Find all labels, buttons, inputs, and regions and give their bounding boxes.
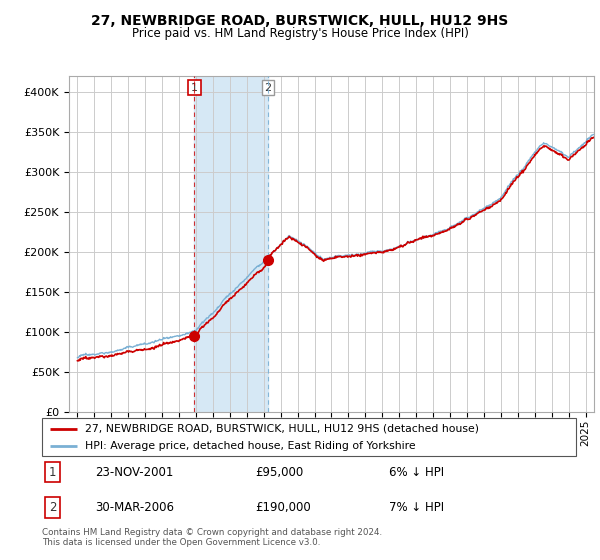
Text: 1: 1 <box>49 465 56 479</box>
Text: 2: 2 <box>49 501 56 514</box>
Text: Contains HM Land Registry data © Crown copyright and database right 2024.
This d: Contains HM Land Registry data © Crown c… <box>42 528 382 547</box>
Text: 2: 2 <box>265 83 272 92</box>
Text: 1: 1 <box>191 83 198 92</box>
Bar <box>194 76 268 412</box>
Text: 6% ↓ HPI: 6% ↓ HPI <box>389 465 444 479</box>
Text: £95,000: £95,000 <box>256 465 304 479</box>
FancyBboxPatch shape <box>42 418 576 456</box>
Text: 7% ↓ HPI: 7% ↓ HPI <box>389 501 444 514</box>
Text: 27, NEWBRIDGE ROAD, BURSTWICK, HULL, HU12 9HS: 27, NEWBRIDGE ROAD, BURSTWICK, HULL, HU1… <box>91 14 509 28</box>
Text: 23-NOV-2001: 23-NOV-2001 <box>95 465 174 479</box>
Text: 27, NEWBRIDGE ROAD, BURSTWICK, HULL, HU12 9HS (detached house): 27, NEWBRIDGE ROAD, BURSTWICK, HULL, HU1… <box>85 423 479 433</box>
Text: 30-MAR-2006: 30-MAR-2006 <box>95 501 175 514</box>
Text: £190,000: £190,000 <box>256 501 311 514</box>
Text: Price paid vs. HM Land Registry's House Price Index (HPI): Price paid vs. HM Land Registry's House … <box>131 27 469 40</box>
Text: HPI: Average price, detached house, East Riding of Yorkshire: HPI: Average price, detached house, East… <box>85 441 415 451</box>
